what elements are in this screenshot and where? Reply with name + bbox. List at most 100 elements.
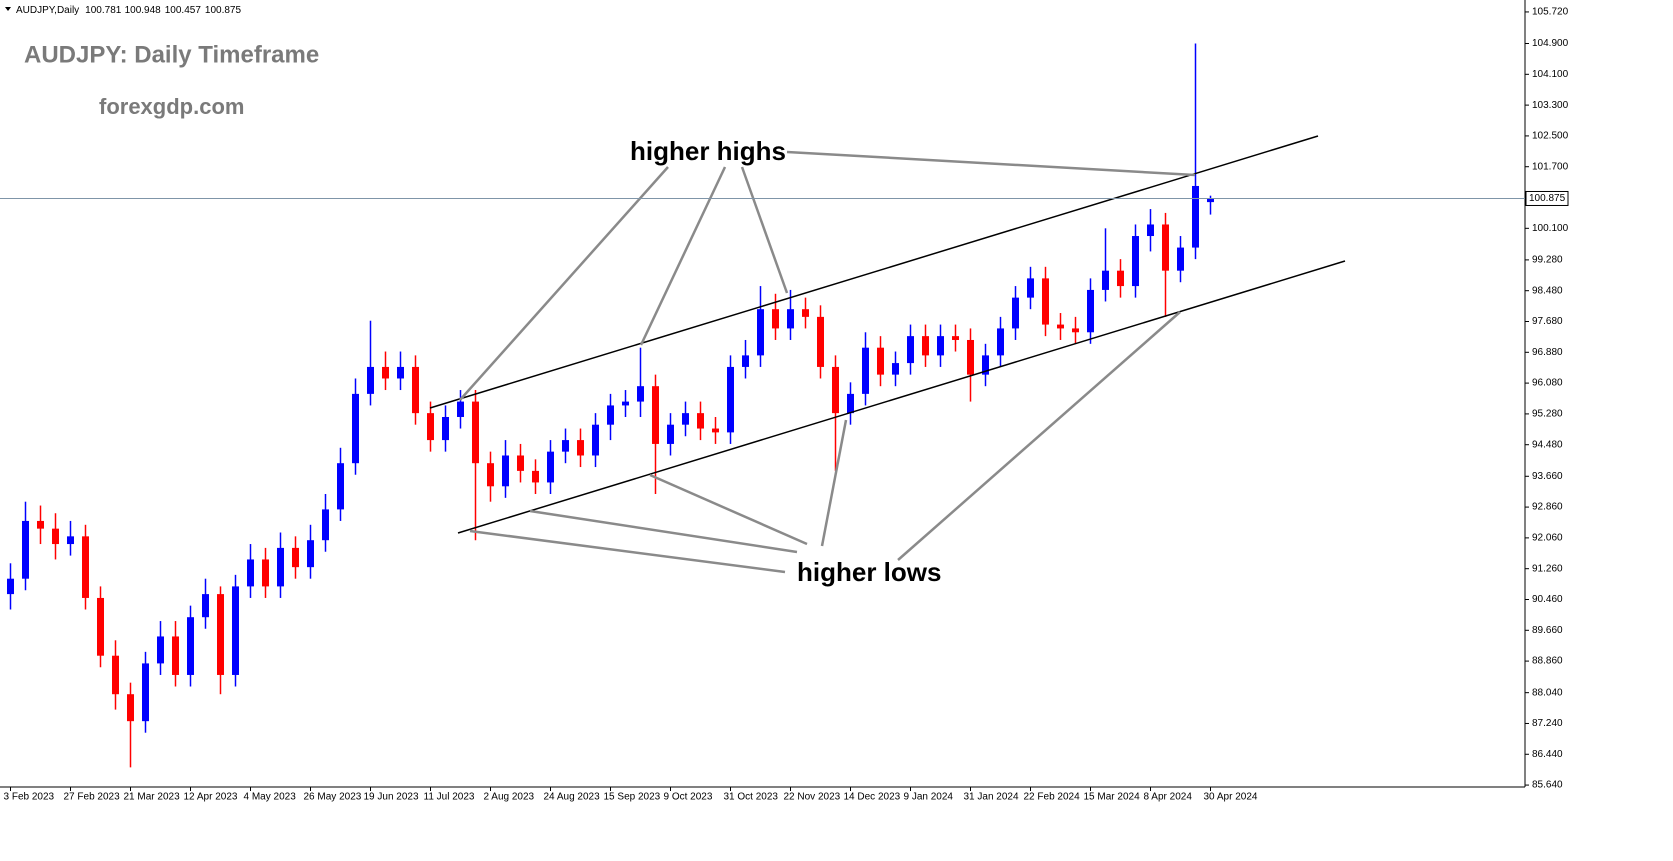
y-tick-label: 96.880 — [1532, 347, 1563, 358]
candle-body — [52, 528, 59, 545]
price-label: 100.875 — [1529, 193, 1566, 204]
candle-body — [322, 509, 329, 541]
annotation: higher highs — [630, 136, 786, 166]
candle-body — [1072, 328, 1079, 333]
candle-body — [787, 309, 794, 329]
x-tick-label: 8 Apr 2024 — [1144, 792, 1193, 803]
candle-body — [112, 655, 119, 695]
pointer — [820, 419, 848, 547]
x-tick-label: 26 May 2023 — [304, 792, 362, 803]
candle-body — [937, 336, 944, 356]
candle-body — [562, 440, 569, 452]
candle-body — [7, 578, 14, 595]
y-tick-label: 96.080 — [1532, 378, 1563, 389]
candle-body — [712, 428, 719, 433]
pointer — [649, 473, 808, 546]
x-tick-label: 12 Apr 2023 — [184, 792, 238, 803]
candle-body — [1207, 198, 1214, 203]
x-tick-label: 15 Mar 2024 — [1084, 792, 1141, 803]
x-tick-label: 31 Oct 2023 — [724, 792, 779, 803]
pointer — [529, 509, 798, 554]
candle-body — [247, 559, 254, 587]
candle-body — [397, 366, 404, 379]
candle-body — [217, 594, 224, 675]
pointer — [469, 529, 786, 574]
y-tick-label: 86.440 — [1532, 749, 1563, 760]
candle-body — [1147, 224, 1154, 237]
candle-body — [502, 455, 509, 487]
lower-channel-line — [457, 260, 1346, 534]
x-tick-label: 9 Oct 2023 — [664, 792, 713, 803]
candle-body — [607, 405, 614, 425]
candle-body — [307, 540, 314, 568]
x-tick-label: 30 Apr 2024 — [1204, 792, 1258, 803]
x-tick-label: 22 Feb 2024 — [1024, 792, 1081, 803]
upper-channel-line — [429, 135, 1319, 409]
candle-body — [577, 440, 584, 456]
candle-body — [1042, 278, 1049, 325]
candle-body — [352, 393, 359, 464]
pointer — [459, 166, 669, 401]
candle-body — [1162, 224, 1169, 271]
candle-body — [682, 413, 689, 425]
header-close: 100.875 — [205, 5, 242, 16]
y-tick-label: 105.720 — [1532, 7, 1569, 18]
candle-body — [622, 401, 629, 406]
candle-body — [1102, 270, 1109, 290]
candle-body — [187, 617, 194, 675]
candle-body — [472, 401, 479, 464]
candle-body — [82, 536, 89, 598]
y-tick-label: 104.100 — [1532, 69, 1569, 80]
x-tick-label: 27 Feb 2023 — [64, 792, 121, 803]
x-tick-label: 11 Jul 2023 — [424, 792, 475, 803]
candle-body — [757, 309, 764, 356]
candle-body — [1087, 289, 1094, 333]
candle-body — [667, 424, 674, 444]
x-tick-label: 21 Mar 2023 — [124, 792, 181, 803]
candle-body — [1132, 236, 1139, 287]
pointer — [740, 166, 789, 294]
candle-body — [907, 336, 914, 364]
candle-body — [967, 339, 974, 375]
y-tick-label: 99.280 — [1532, 255, 1563, 266]
x-tick-label: 15 Sep 2023 — [604, 792, 661, 803]
candle-body — [1027, 278, 1034, 298]
header-low: 100.457 — [165, 5, 202, 16]
candle-body — [742, 355, 749, 367]
y-tick-label: 95.280 — [1532, 409, 1563, 420]
candle-body — [997, 328, 1004, 356]
candles — [7, 43, 1214, 768]
candle-body — [892, 363, 899, 375]
subtitle: forexgdp.com — [99, 94, 244, 119]
pointer — [639, 166, 727, 346]
x-tick-label: 14 Dec 2023 — [844, 792, 901, 803]
header-open: 100.781 — [85, 5, 122, 16]
y-tick-label: 104.900 — [1532, 38, 1569, 49]
symbol: AUDJPY,Daily — [16, 5, 79, 16]
y-tick-label: 90.460 — [1532, 594, 1563, 605]
candle-body — [772, 309, 779, 329]
x-tick-label: 9 Jan 2024 — [904, 792, 954, 803]
candle-body — [877, 347, 884, 375]
y-tick-label: 85.640 — [1532, 780, 1563, 791]
candle-body — [817, 316, 824, 367]
candle-body — [637, 386, 644, 402]
candle-body — [922, 336, 929, 356]
y-tick-label: 97.680 — [1532, 316, 1563, 327]
x-tick-label: 4 May 2023 — [244, 792, 297, 803]
x-tick-label: 24 Aug 2023 — [544, 792, 601, 803]
y-tick-label: 93.660 — [1532, 471, 1563, 482]
candle-body — [337, 463, 344, 510]
candle-body — [37, 520, 44, 529]
candle-body — [97, 597, 104, 656]
candle-body — [832, 366, 839, 414]
candle-body — [982, 355, 989, 375]
candle-body — [1177, 247, 1184, 271]
candle-body — [652, 386, 659, 444]
candle-body — [1192, 185, 1199, 248]
candle-body — [22, 520, 29, 579]
candle-body — [427, 413, 434, 441]
y-tick-label: 92.860 — [1532, 502, 1563, 513]
